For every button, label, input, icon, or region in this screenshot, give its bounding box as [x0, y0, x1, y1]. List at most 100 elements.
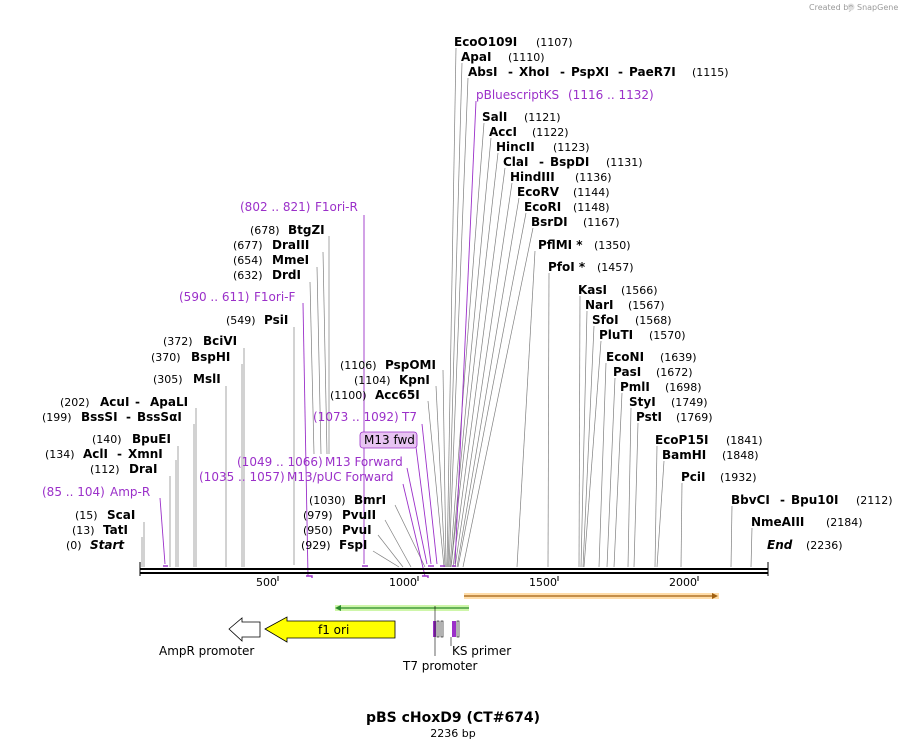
svg-text:ApaLI: ApaLI — [150, 395, 188, 409]
svg-text:Bpu10I: Bpu10I — [791, 493, 838, 507]
svg-text:BbvCI: BbvCI — [731, 493, 770, 507]
site-label-ApaI: ApaI (1110) — [461, 50, 545, 64]
svg-text:(1100): (1100) — [330, 389, 367, 402]
svg-text:Start: Start — [90, 538, 125, 552]
tick-label-1500: 1500 — [529, 576, 557, 589]
svg-text:PspXI: PspXI — [571, 65, 609, 79]
svg-text:-: - — [618, 65, 623, 79]
snapgene-logo-icon — [847, 3, 855, 11]
svg-text:TatI: TatI — [103, 523, 128, 537]
primer-binding-marks — [163, 565, 456, 578]
svg-text:(950): (950) — [303, 524, 333, 537]
svg-text:F1ori-F: F1ori-F — [254, 290, 295, 304]
svg-text:-: - — [126, 410, 131, 424]
site-label-PciI: PciI (1932) — [681, 470, 757, 484]
svg-text:(1144): (1144) — [573, 186, 610, 199]
svg-text:-: - — [508, 65, 513, 79]
svg-text:ScaI: ScaI — [107, 508, 135, 522]
svg-text:BamHI: BamHI — [662, 448, 706, 462]
site-label-PmlI: PmlI (1698) — [620, 380, 702, 394]
svg-text:ApaI: ApaI — [461, 50, 491, 64]
svg-text:BmrI: BmrI — [354, 493, 386, 507]
credit-text: Created by — [809, 3, 853, 12]
svg-text:BspHI: BspHI — [191, 350, 230, 364]
site-label-BmrI: (1030) BmrI — [309, 493, 386, 507]
f1-ori-label: f1 ori — [318, 623, 349, 637]
site-label-BssSI-BssSaI: (199) BssSI - BssSαI — [42, 410, 182, 424]
site-label-BspHI: (370) BspHI — [151, 350, 230, 364]
svg-text:(549): (549) — [226, 314, 256, 327]
svg-text:-: - — [117, 447, 122, 461]
svg-text:PvuII: PvuII — [342, 508, 376, 522]
svg-text:EcoP15I: EcoP15I — [655, 433, 709, 447]
svg-text:PmlI: PmlI — [620, 380, 650, 394]
site-label-Start: (0) Start — [66, 538, 125, 552]
site-label-SalI: SalI (1121) — [482, 110, 561, 124]
svg-text:NmeAIII: NmeAIII — [751, 515, 804, 529]
svg-text:(1769): (1769) — [676, 411, 713, 424]
svg-text:(1123): (1123) — [553, 141, 590, 154]
svg-text:(372): (372) — [163, 335, 193, 348]
site-label-BsrDI: BsrDI (1167) — [531, 215, 620, 229]
svg-text:(654): (654) — [233, 254, 263, 267]
svg-text:-: - — [560, 65, 565, 79]
site-label-BtgZI: (678) BtgZI — [250, 223, 325, 237]
svg-text:AcuI: AcuI — [100, 395, 129, 409]
tick-label-1000: 1000 — [389, 576, 417, 589]
svg-text:(15): (15) — [75, 509, 98, 522]
svg-text:(1073 .. 1092): (1073 .. 1092) — [313, 410, 399, 424]
svg-text:(1121): (1121) — [524, 111, 561, 124]
site-label-PflMI: PflMI * (1350) — [538, 238, 631, 252]
svg-text:(1567): (1567) — [628, 299, 665, 312]
svg-text:(1570): (1570) — [649, 329, 686, 342]
site-label-NarI: NarI (1567) — [585, 298, 665, 312]
svg-text:(1932): (1932) — [720, 471, 757, 484]
svg-text:DraI: DraI — [129, 462, 157, 476]
svg-text:(1672): (1672) — [656, 366, 693, 379]
svg-text:HincII: HincII — [496, 140, 535, 154]
ampr-promoter-arrow: AmpR promoter — [159, 617, 261, 658]
site-label-NmeAIII: NmeAIII (2184) — [751, 515, 863, 529]
site-connector-lines — [141, 47, 753, 568]
svg-text:(199): (199) — [42, 411, 72, 424]
site-label-PfoI: PfoI * (1457) — [548, 260, 634, 274]
svg-text:SalI: SalI — [482, 110, 507, 124]
site-label-BpuEI: (140) BpuEI — [92, 432, 171, 446]
svg-text:PflMI *: PflMI * — [538, 238, 583, 252]
ks-primer-label: KS primer — [452, 644, 511, 658]
site-label-DraI: (112) DraI — [90, 462, 157, 476]
svg-text:BspDI: BspDI — [550, 155, 589, 169]
svg-text:-: - — [539, 155, 544, 169]
site-label-EcoO109I: EcoO109I (1107) — [454, 35, 573, 49]
svg-text:(1566): (1566) — [621, 284, 658, 297]
svg-text:M13 Forward: M13 Forward — [325, 455, 403, 469]
svg-text:(1116 .. 1132): (1116 .. 1132) — [568, 88, 654, 102]
svg-text:Acc65I: Acc65I — [375, 388, 420, 402]
t7-promoter-label: T7 promoter — [402, 659, 478, 673]
svg-text:pBluescriptKS: pBluescriptKS — [476, 88, 559, 102]
site-label-AccI: AccI (1122) — [489, 125, 569, 139]
svg-text:PfoI *: PfoI * — [548, 260, 586, 274]
svg-text:(1568): (1568) — [635, 314, 672, 327]
svg-text:(632): (632) — [233, 269, 263, 282]
svg-text:-: - — [780, 493, 785, 507]
ampr-promoter-label: AmpR promoter — [159, 644, 254, 658]
svg-text:(1749): (1749) — [671, 396, 708, 409]
svg-text:AccI: AccI — [489, 125, 517, 139]
svg-text:M13/pUC Forward: M13/pUC Forward — [287, 470, 394, 484]
svg-text:(134): (134) — [45, 448, 75, 461]
svg-text:(1104): (1104) — [354, 374, 391, 387]
svg-text:EcoRV: EcoRV — [517, 185, 560, 199]
svg-text:DrdI: DrdI — [272, 268, 301, 282]
primer-label-T7: (1073 .. 1092) T7 — [313, 410, 417, 424]
svg-text:(1035 .. 1057): (1035 .. 1057) — [199, 470, 285, 484]
svg-text:(370): (370) — [151, 351, 181, 364]
svg-text:EcoO109I: EcoO109I — [454, 35, 517, 49]
site-label-ClaI-BspDI: ClaI - BspDI (1131) — [503, 155, 643, 169]
site-label-ScaI: (15) ScaI — [75, 508, 135, 522]
svg-text:(1122): (1122) — [532, 126, 569, 139]
site-label-AcuI-ApaLI: (202) AcuI - ApaLI — [60, 395, 188, 409]
svg-text:MslI: MslI — [193, 372, 221, 386]
svg-text:PaeR7I: PaeR7I — [629, 65, 676, 79]
svg-text:XhoI: XhoI — [519, 65, 550, 79]
